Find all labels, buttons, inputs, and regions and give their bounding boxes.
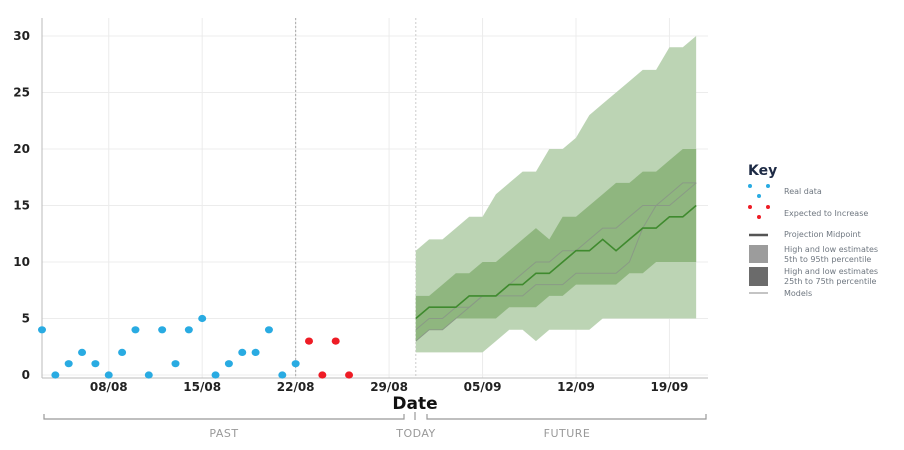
- x-axis-label: Date: [392, 394, 437, 414]
- expected-point: [331, 337, 340, 345]
- y-tick-label: 25: [13, 86, 30, 100]
- model-line: [415, 182, 697, 331]
- y-tick-label: 15: [13, 199, 30, 213]
- legend-expected-icon: [766, 205, 770, 209]
- period-future: FUTURE: [544, 427, 591, 440]
- legend-expected-icon: [748, 205, 752, 209]
- real-data-point: [38, 326, 46, 334]
- x-tick-label: 19/09: [651, 380, 689, 394]
- real-data-point: [104, 371, 113, 379]
- legend-item: Models: [784, 289, 812, 298]
- legend-item: Projection Midpoint: [784, 230, 861, 239]
- midpoint-line: [415, 204, 697, 320]
- real-data-point: [131, 326, 140, 334]
- legend-real-data-icon: [766, 184, 770, 188]
- real-data-point: [211, 371, 220, 379]
- real-data-point: [184, 326, 193, 334]
- y-tick-label: 30: [13, 29, 30, 43]
- y-tick-label: 10: [13, 255, 30, 269]
- x-tick-label: 29/08: [370, 380, 408, 394]
- legend-expected-icon: [757, 215, 761, 219]
- real-data-point: [158, 326, 167, 334]
- band-25-75: [415, 149, 697, 342]
- real-data-point: [198, 314, 207, 323]
- legend-item: 25th to 75th percentile: [784, 277, 877, 286]
- data-points: [38, 314, 354, 379]
- x-tick-label: 12/09: [557, 380, 595, 394]
- future-brace: [426, 414, 707, 420]
- real-data-point: [238, 348, 247, 356]
- model-line: [415, 182, 697, 342]
- real-data-point: [118, 348, 127, 356]
- period-past: PAST: [209, 427, 238, 440]
- x-tick-label: 08/08: [90, 380, 128, 394]
- legend-real-data-icon: [757, 194, 761, 198]
- legend: Key Real data Expected to Increase Projecti…: [748, 163, 878, 298]
- y-tick-label: 0: [22, 368, 30, 382]
- expected-point: [305, 337, 313, 345]
- legend-item: High and low estimates: [784, 267, 878, 276]
- past-brace: [43, 414, 405, 420]
- legend-real-data-icon: [748, 184, 752, 188]
- real-data-point: [78, 348, 87, 356]
- real-data-point: [264, 326, 273, 334]
- axis-ticks: 0 5 10 15 20 25 30 08/08 15/08 22/08 29/08 05/09 12/…: [13, 29, 688, 394]
- legend-title: Key: [748, 163, 777, 179]
- real-data-point: [224, 360, 233, 368]
- legend-item: Real data: [784, 187, 822, 196]
- real-data-point: [171, 360, 180, 368]
- x-tick-label: 22/08: [277, 380, 315, 394]
- real-data-point: [251, 348, 260, 356]
- legend-item: Expected to Increase: [784, 209, 868, 218]
- x-tick-label: 15/08: [183, 380, 221, 394]
- y-tick-label: 20: [13, 142, 30, 156]
- legend-band-25-75-icon: [749, 267, 768, 286]
- period-braces: PAST TODAY FUTURE: [43, 412, 707, 440]
- legend-item: High and low estimates: [784, 245, 878, 254]
- x-tick-label: 05/09: [464, 380, 502, 394]
- legend-item: 5th to 95th percentile: [784, 255, 871, 264]
- expected-point: [345, 371, 354, 379]
- real-data-point: [291, 360, 300, 368]
- legend-band-5-95-icon: [749, 245, 768, 263]
- real-data-point: [64, 360, 73, 368]
- expected-point: [318, 371, 327, 379]
- y-tick-label: 5: [22, 312, 30, 326]
- real-data-point: [51, 371, 60, 379]
- real-data-point: [91, 360, 100, 368]
- period-today: TODAY: [395, 427, 436, 440]
- real-data-point: [144, 371, 153, 379]
- real-data-point: [278, 371, 287, 379]
- projection-bands: [415, 36, 697, 353]
